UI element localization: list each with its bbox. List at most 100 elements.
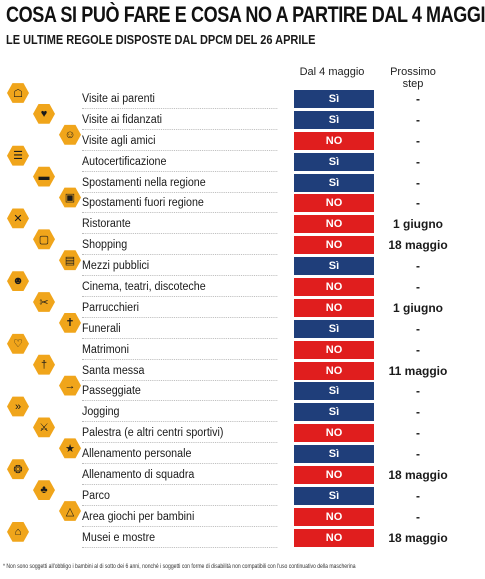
- status-badge: NO: [294, 298, 374, 317]
- row-label: Allenamento personale: [82, 445, 278, 465]
- status-badge: Sì: [294, 110, 374, 129]
- table-row: Passeggiate Sì -: [82, 381, 482, 402]
- row-label: Jogging: [82, 403, 278, 423]
- table-row: Mezzi pubblici Sì -: [82, 256, 482, 277]
- next-step-value: -: [416, 384, 420, 399]
- status-badge: Sì: [294, 445, 374, 464]
- family-icon: ☖: [7, 83, 29, 103]
- row-label: Visite ai parenti: [82, 90, 278, 109]
- table-row: Parrucchieri NO 1 giugno: [82, 298, 482, 319]
- next-step-value: 1 giugno: [393, 217, 443, 232]
- table-row: Spostamenti fuori regione NO -: [82, 193, 482, 214]
- table-row: Parco Sì -: [82, 486, 482, 507]
- walking-icon: →: [59, 375, 81, 396]
- table-row: Visite ai parenti Sì -: [82, 89, 482, 110]
- next-step-value: -: [416, 405, 420, 420]
- next-step-value: -: [416, 488, 420, 503]
- running-icon: »: [7, 396, 29, 417]
- row-label: Allenamento di squadra: [82, 466, 278, 486]
- next-step-value: 18 maggio: [388, 238, 448, 253]
- column-header-current: Dal 4 maggio: [299, 66, 365, 78]
- table-row: Musei e mostre NO 18 maggio: [82, 528, 482, 549]
- document-icon: ☰: [7, 145, 29, 166]
- next-step-value: -: [416, 280, 420, 295]
- row-label: Cinema, teatri, discoteche: [82, 278, 278, 298]
- status-badge: NO: [294, 507, 374, 526]
- friends-icon: ☺: [59, 124, 81, 145]
- playground-icon: △: [59, 501, 81, 521]
- status-badge: Sì: [294, 257, 374, 276]
- next-step-value: 11 maggio: [388, 363, 448, 378]
- row-label: Visite ai fidanzati: [82, 111, 278, 130]
- next-step-value: -: [416, 92, 420, 106]
- status-badge: NO: [294, 278, 374, 297]
- next-step-value: -: [416, 447, 420, 462]
- table-row: Allenamento di squadra NO 18 maggio: [82, 465, 482, 486]
- table-row: Autocertificazione Sì -: [82, 152, 482, 173]
- next-step-value: -: [416, 154, 420, 169]
- table-row: Area giochi per bambini NO -: [82, 507, 482, 528]
- row-label: Spostamenti fuori regione: [82, 194, 278, 214]
- row-label: Spostamenti nella regione: [82, 174, 278, 193]
- table-row: Visite ai fidanzati Sì -: [82, 110, 482, 131]
- next-step-value: -: [416, 426, 420, 441]
- status-badge: NO: [294, 424, 374, 443]
- footnote: * Non sono soggetti all'obbligo i bambin…: [3, 563, 356, 570]
- row-label: Musei e mostre: [82, 529, 278, 548]
- row-label: Funerali: [82, 320, 278, 339]
- status-badge: NO: [294, 194, 374, 213]
- next-step-value: 1 giugno: [393, 300, 443, 315]
- wedding-icon: ♡: [7, 333, 29, 354]
- museum-icon: ⌂: [7, 521, 29, 542]
- table-row: Palestra (e altri centri sportivi) NO -: [82, 423, 482, 444]
- icon-column: ☖ ♥ ☺ ☰ ▬ ▣ ✕ ▢ ▤ ☻ ✂ ✝ ♡ † → » ⚔ ★ ❂ ♣ △ ⌂: [3, 83, 83, 550]
- shopping-bag-icon: ▢: [33, 229, 55, 250]
- row-label: Ristorante: [82, 215, 278, 235]
- page-title: COSA SI PUÒ FARE E COSA NO A PARTIRE DAL…: [6, 2, 485, 27]
- gym-icon: ⚔: [33, 417, 55, 438]
- table-row: Jogging Sì -: [82, 402, 482, 423]
- row-label: Parco: [82, 487, 278, 506]
- next-step-value: -: [416, 175, 420, 190]
- couple-icon: ♥: [33, 103, 55, 124]
- team-icon: ❂: [7, 459, 29, 480]
- row-label: Visite agli amici: [82, 132, 278, 151]
- row-label: Passeggiate: [82, 382, 278, 402]
- status-badge: NO: [294, 215, 374, 234]
- cutlery-icon: ✕: [7, 208, 29, 229]
- status-badge: Sì: [294, 90, 374, 108]
- status-badge: Sì: [294, 403, 374, 422]
- row-label: Mezzi pubblici: [82, 257, 278, 277]
- theater-masks-icon: ☻: [7, 271, 29, 291]
- tombstone-icon: ✝: [59, 312, 81, 333]
- row-label: Area giochi per bambini: [82, 508, 278, 527]
- table-row: Funerali Sì -: [82, 319, 482, 340]
- car-icon: ▬: [33, 166, 55, 187]
- next-step-value: -: [416, 196, 420, 211]
- table-row: Shopping NO 18 maggio: [82, 235, 482, 256]
- scissors-icon: ✂: [33, 292, 55, 312]
- next-step-value: -: [416, 321, 420, 336]
- church-icon: †: [33, 354, 55, 375]
- status-badge: Sì: [294, 319, 374, 338]
- bus-icon: ▤: [59, 250, 81, 271]
- table-row: Visite agli amici NO -: [82, 131, 482, 152]
- table-row: Ristorante NO 1 giugno: [82, 214, 482, 235]
- row-label: Autocertificazione: [82, 153, 278, 172]
- status-badge: NO: [294, 528, 374, 547]
- row-label: Shopping: [82, 236, 278, 256]
- table-row: Cinema, teatri, discoteche NO -: [82, 277, 482, 298]
- next-step-value: -: [416, 509, 420, 524]
- next-step-value: 18 maggio: [388, 468, 448, 483]
- row-label: Palestra (e altri centri sportivi): [82, 424, 278, 444]
- status-badge: NO: [294, 466, 374, 485]
- row-label: Matrimoni: [82, 341, 278, 360]
- tree-icon: ♣: [33, 480, 55, 500]
- status-badge: Sì: [294, 486, 374, 505]
- table-row: Allenamento personale Sì -: [82, 444, 482, 465]
- next-step-value: 18 maggio: [388, 530, 448, 545]
- row-label: Parrucchieri: [82, 299, 278, 318]
- rules-table: Visite ai parenti Sì - Visite ai fidanzati S…: [82, 89, 482, 549]
- training-icon: ★: [59, 438, 81, 459]
- status-badge: NO: [294, 340, 374, 359]
